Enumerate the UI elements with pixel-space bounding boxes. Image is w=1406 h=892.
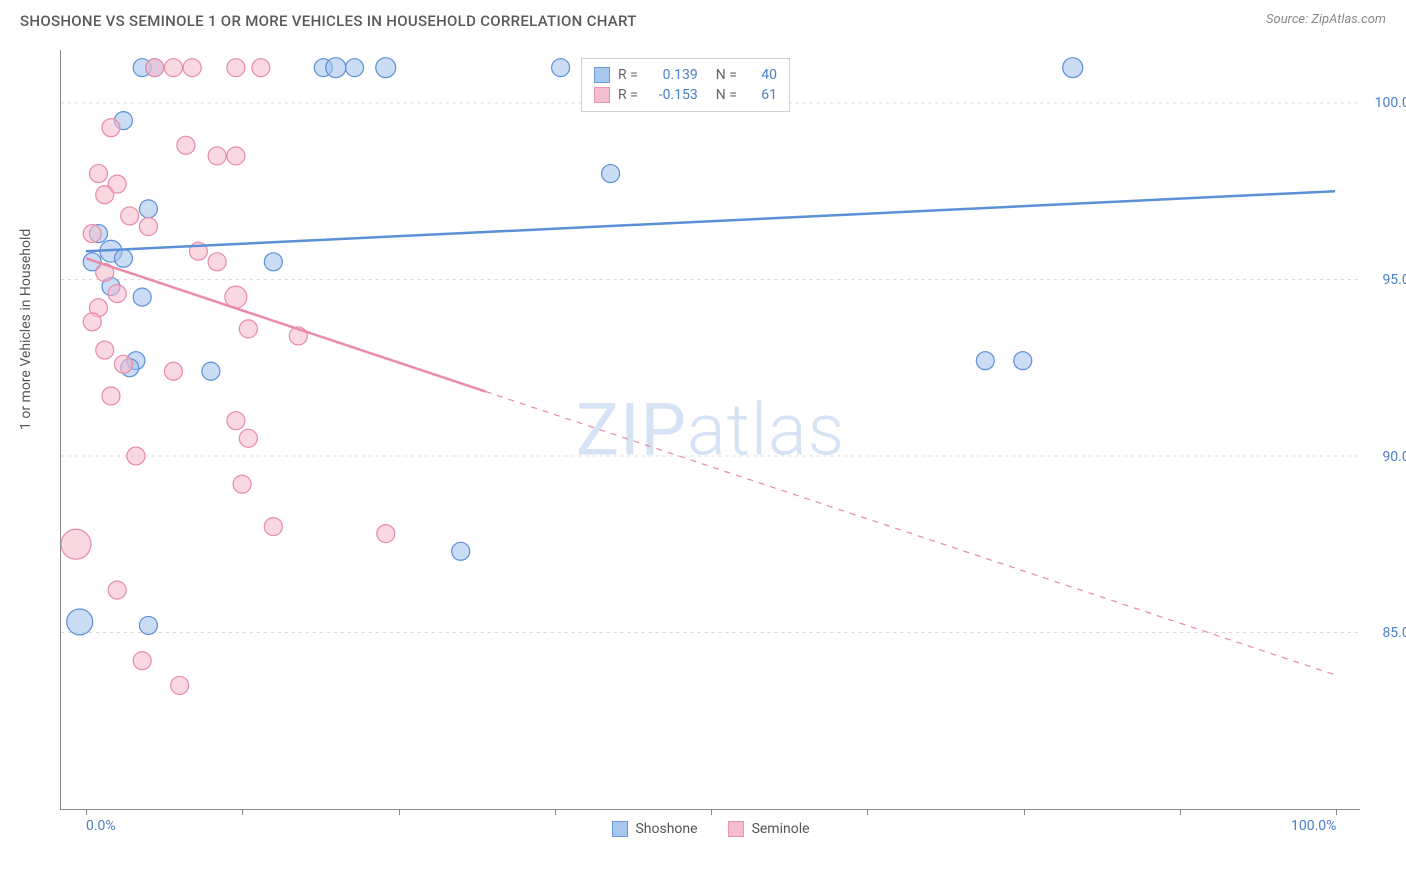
seminole-point	[164, 362, 182, 380]
seminole-trendline-projection	[486, 392, 1335, 675]
shoshone-point	[1063, 58, 1083, 78]
shoshone-point	[452, 542, 470, 560]
shoshone-point	[264, 253, 282, 271]
seminole-point	[102, 119, 120, 137]
seminole-point	[177, 136, 195, 154]
seminole-point	[108, 285, 126, 303]
stats-legend: R = 0.139 N = 40 R = -0.153 N = 61	[581, 58, 790, 112]
y-tick-label: 90.0%	[1382, 449, 1406, 465]
seminole-point	[252, 59, 270, 77]
shoshone-point	[133, 288, 151, 306]
stats-row-seminole: R = -0.153 N = 61	[594, 85, 777, 105]
y-tick-label: 95.0%	[1382, 272, 1406, 288]
seminole-point	[61, 529, 91, 559]
shoshone-point	[139, 200, 157, 218]
seminole-point	[171, 676, 189, 694]
r-label: R =	[618, 87, 638, 103]
seminole-point	[233, 475, 251, 493]
source-attribution: Source: ZipAtlas.com	[1266, 12, 1386, 27]
seminole-point	[227, 147, 245, 165]
seminole-point	[96, 186, 114, 204]
x-tick-mark	[555, 809, 556, 815]
shoshone-point	[602, 165, 620, 183]
seminole-point	[239, 320, 257, 338]
seminole-point	[96, 341, 114, 359]
seminole-r-value: -0.153	[650, 87, 698, 103]
seminole-point	[83, 225, 101, 243]
seminole-point	[127, 447, 145, 465]
shoshone-point	[326, 58, 346, 78]
chart-plot-area: ZIPatlas 85.0%90.0%95.0%100.0% 0.0%100.0…	[60, 50, 1360, 810]
seminole-point	[133, 652, 151, 670]
shoshone-trendline	[86, 191, 1335, 251]
x-tick-mark	[86, 809, 87, 815]
shoshone-r-value: 0.139	[650, 67, 698, 83]
x-tick-mark	[399, 809, 400, 815]
series-legend: Shoshone Seminole	[611, 821, 809, 837]
seminole-point	[89, 165, 107, 183]
shoshone-point	[552, 59, 570, 77]
seminole-swatch	[594, 87, 610, 103]
y-tick-label: 85.0%	[1382, 625, 1406, 641]
y-tick-label: 100.0%	[1375, 95, 1406, 111]
seminole-point	[208, 253, 226, 271]
seminole-point	[83, 313, 101, 331]
scatter-plot-svg	[61, 50, 1360, 809]
shoshone-point	[67, 609, 93, 635]
legend-item-shoshone: Shoshone	[611, 821, 697, 837]
shoshone-point	[346, 59, 364, 77]
legend-label-seminole: Seminole	[752, 821, 810, 837]
x-tick-mark	[867, 809, 868, 815]
seminole-swatch-icon	[728, 821, 744, 837]
y-axis-label: 1 or more Vehicles in Household	[18, 229, 34, 430]
x-tick-mark	[1024, 809, 1025, 815]
x-tick-mark	[711, 809, 712, 815]
seminole-point	[102, 387, 120, 405]
seminole-point	[183, 59, 201, 77]
chart-title: SHOSHONE VS SEMINOLE 1 OR MORE VEHICLES …	[20, 12, 637, 30]
seminole-point	[121, 207, 139, 225]
seminole-point	[146, 59, 164, 77]
seminole-point	[139, 218, 157, 236]
shoshone-point	[114, 249, 132, 267]
x-tick-mark	[1336, 809, 1337, 815]
legend-label-shoshone: Shoshone	[635, 821, 697, 837]
shoshone-point	[976, 352, 994, 370]
n-label: N =	[716, 87, 737, 103]
stats-row-shoshone: R = 0.139 N = 40	[594, 65, 777, 85]
x-tick-label: 0.0%	[86, 818, 116, 834]
shoshone-point	[1014, 352, 1032, 370]
seminole-point	[114, 355, 132, 373]
seminole-point	[164, 59, 182, 77]
shoshone-n-value: 40	[749, 67, 777, 83]
shoshone-point	[376, 58, 396, 78]
r-label: R =	[618, 67, 638, 83]
shoshone-swatch-icon	[611, 821, 627, 837]
x-tick-mark	[242, 809, 243, 815]
x-tick-label: 100.0%	[1291, 818, 1336, 834]
seminole-point	[227, 412, 245, 430]
seminole-n-value: 61	[749, 87, 777, 103]
shoshone-point	[139, 616, 157, 634]
seminole-trendline	[86, 258, 486, 391]
seminole-point	[239, 429, 257, 447]
seminole-point	[227, 59, 245, 77]
x-tick-mark	[1180, 809, 1181, 815]
shoshone-point	[202, 362, 220, 380]
seminole-point	[264, 518, 282, 536]
n-label: N =	[716, 67, 737, 83]
legend-item-seminole: Seminole	[728, 821, 810, 837]
seminole-point	[377, 525, 395, 543]
seminole-point	[108, 581, 126, 599]
seminole-point	[208, 147, 226, 165]
shoshone-swatch	[594, 67, 610, 83]
